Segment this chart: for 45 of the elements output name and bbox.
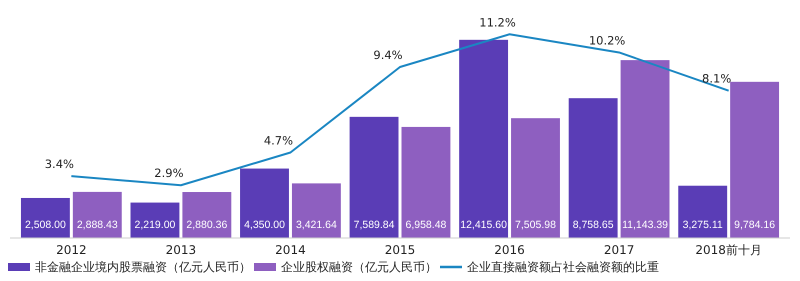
legend-label: 企业股权融资（亿元人民币）	[281, 260, 437, 274]
data-label: 12,415.60	[460, 219, 508, 231]
bar	[292, 183, 341, 238]
bar	[130, 202, 180, 238]
data-label: 4,350.00	[244, 219, 286, 231]
data-label: 2,880.36	[186, 219, 228, 231]
data-label: 2.9%	[154, 166, 184, 180]
data-label: 11,143.39	[622, 219, 668, 231]
bar	[678, 186, 728, 238]
data-label: 3.4%	[44, 157, 74, 172]
data-label: 8,758.65	[572, 219, 614, 231]
data-label: 4.7%	[264, 134, 294, 148]
x-tick-label: 2017	[604, 243, 634, 257]
data-label: 3,275.11	[682, 219, 723, 231]
bar	[620, 60, 670, 238]
x-tick-label: 2014	[275, 243, 306, 257]
bar	[459, 40, 508, 238]
bar	[402, 126, 450, 238]
legend-label: 非金融企业境内股票融资（亿元人民币）	[35, 260, 251, 274]
data-label: 9,784.16	[734, 219, 776, 231]
x-tick-label: 2018前十月	[695, 243, 762, 257]
data-label: 2,888.43	[76, 219, 118, 231]
x-tick-label: 2016	[494, 243, 525, 257]
bar	[20, 198, 70, 238]
data-label: 8.1%	[702, 72, 732, 86]
bar	[72, 192, 122, 238]
data-label: 11.2%	[479, 15, 516, 30]
bar	[730, 82, 780, 238]
data-label: 10.2%	[588, 33, 626, 48]
legend-label: 企业直接融资额占社会融资额的比重	[467, 260, 659, 274]
bar	[350, 116, 398, 238]
bar	[182, 192, 232, 238]
bar	[511, 118, 560, 238]
data-label: 7,589.84	[354, 219, 395, 231]
data-label: 9.4%	[373, 48, 403, 62]
data-label: 2,219.00	[134, 219, 176, 231]
x-tick-label: 2013	[166, 243, 196, 257]
data-label: 3,421.64	[296, 219, 337, 231]
x-tick-label: 2015	[384, 243, 416, 257]
x-tick-label: 2012	[56, 243, 87, 257]
bar	[240, 168, 289, 238]
data-label: 6,958.48	[406, 219, 447, 231]
data-label: 2,508.00	[24, 219, 66, 231]
data-label: 7,505.98	[515, 219, 556, 231]
bar	[568, 98, 618, 238]
